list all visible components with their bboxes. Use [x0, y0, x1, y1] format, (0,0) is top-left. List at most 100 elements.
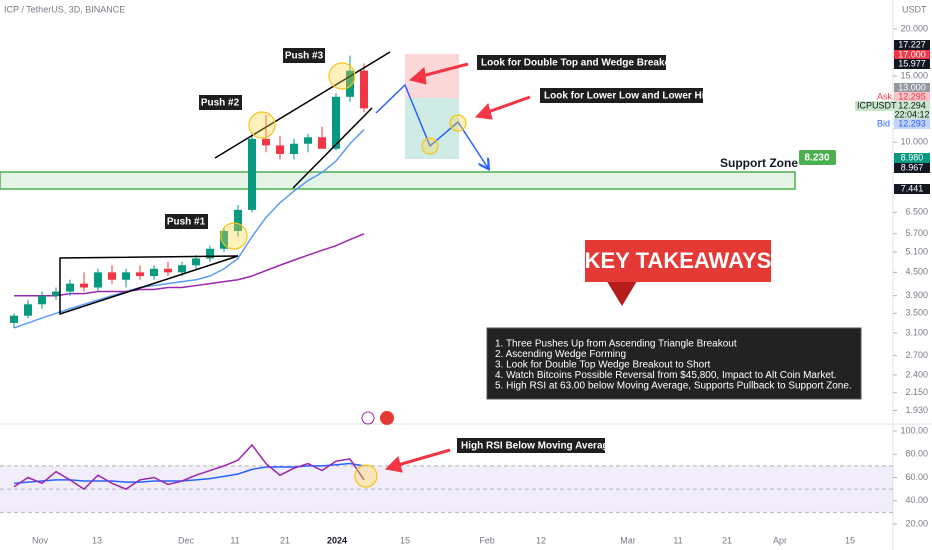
y-tick-label: 2.150	[905, 387, 928, 397]
takeaway: 2. Ascending Wedge Forming	[495, 349, 626, 360]
label-box	[283, 48, 325, 63]
y-tick-label: 5.700	[905, 228, 928, 238]
candle-body	[10, 315, 18, 323]
y-tick-label: 2.700	[905, 350, 928, 360]
banner-text: KEY TAKEAWAYS	[585, 248, 772, 273]
price-tag-label: 8.980	[901, 152, 924, 162]
candle-body	[220, 230, 228, 249]
price-tag	[894, 163, 930, 173]
candle-body	[150, 268, 158, 277]
y-tick-label: 80.00	[905, 449, 928, 459]
candle-body	[290, 143, 298, 154]
y-tick-label: 1.930	[905, 405, 928, 415]
wedge-line	[214, 51, 391, 159]
push-label: Push #1	[167, 217, 206, 228]
candle-body	[318, 137, 326, 149]
price-tag	[894, 40, 930, 50]
arrowhead	[474, 102, 493, 120]
price-tag	[894, 153, 930, 163]
candle-body	[304, 137, 312, 144]
price-tag	[894, 50, 930, 60]
candle-body	[24, 304, 32, 316]
x-tick-label: 21	[722, 535, 732, 545]
support-zone	[0, 171, 796, 190]
x-tick-label: 15	[400, 535, 410, 545]
price-tag	[894, 119, 930, 129]
y-tick-label: 15.000	[900, 70, 928, 80]
push-circle	[328, 62, 356, 90]
currency: USDT	[902, 4, 927, 14]
wedge-line	[292, 107, 373, 189]
x-tick-label: Feb	[479, 535, 495, 545]
candle-body	[192, 258, 200, 266]
y-tick-label: 20.000	[900, 23, 928, 33]
x-tick-label: 13	[92, 535, 102, 545]
price-tag	[894, 184, 930, 194]
y-tick-label: 2.400	[905, 369, 928, 379]
candle-body	[66, 283, 74, 292]
ascending-triangle	[59, 255, 239, 316]
y-tick-label: 60.00	[905, 472, 928, 482]
x-tick-label: Mar	[620, 535, 636, 545]
candle-body	[52, 291, 60, 296]
ask-label: Ask	[877, 91, 893, 101]
candle-body	[164, 268, 172, 273]
price-tag-label: 15.977	[898, 58, 926, 68]
takeaway: 3. Look for Double Top Wedge Breakout to…	[495, 360, 711, 371]
takeaways-box	[486, 327, 862, 400]
price-tag-label: 8.967	[901, 162, 924, 172]
candle-body	[332, 96, 340, 149]
candle-body	[80, 283, 88, 288]
y-tick-label: 100.00	[900, 425, 928, 435]
moving-average	[14, 233, 365, 297]
price-tag	[894, 110, 930, 120]
price-box	[799, 150, 836, 165]
support-label: Support Zone	[720, 156, 798, 170]
y-tick-label: 3.500	[905, 308, 928, 318]
label-box	[165, 214, 208, 229]
support-price: 8.230	[804, 153, 829, 164]
label-box	[477, 55, 666, 70]
arrowhead	[408, 67, 427, 85]
push-label: Push #2	[201, 98, 240, 109]
push-circle	[220, 222, 248, 250]
arrowhead	[384, 456, 403, 473]
symbol-title: ICP / TetherUS, 3D, BINANCE	[4, 4, 125, 14]
candle-body	[108, 272, 116, 280]
y-tick-label: 10.000	[900, 136, 928, 146]
x-tick-label: 11	[230, 535, 239, 545]
x-tick-label: Apr	[773, 535, 787, 545]
annotation: Look for Lower Low and Lower High	[544, 91, 717, 102]
price-tag	[894, 101, 930, 111]
y-tick-label: 40.00	[905, 495, 928, 505]
symbol-box	[855, 101, 893, 111]
pivot-circle	[421, 137, 439, 155]
label-box	[199, 95, 242, 110]
annotation: Look for Double Top and Wedge Breakout	[481, 58, 681, 69]
candle-body	[38, 295, 46, 305]
price-tag	[894, 83, 930, 93]
x-tick-label: Nov	[32, 535, 49, 545]
candle-body	[94, 272, 102, 288]
y-tick-label: 3.100	[905, 328, 928, 338]
candle-body	[262, 138, 270, 146]
candle-body	[178, 265, 186, 273]
candle-body	[276, 145, 284, 154]
candle-body	[248, 138, 256, 210]
takeaway: 1. Three Pushes Up from Ascending Triang…	[495, 339, 737, 350]
push-circle	[248, 111, 276, 139]
y-tick-label: 3.900	[905, 290, 928, 300]
price-tag-label: 12.294	[898, 100, 926, 110]
annotation: High RSI Below Moving Average	[461, 441, 615, 452]
x-tick-label: 2024	[327, 535, 347, 545]
pivot-circle	[449, 114, 467, 132]
arrow	[421, 62, 469, 78]
candle-body	[346, 70, 354, 97]
icon	[361, 411, 375, 425]
candle-body	[136, 272, 144, 277]
risk-box	[405, 54, 459, 98]
candle-body	[234, 209, 242, 231]
price-tag-label: 22:04:12	[894, 109, 929, 119]
rsi-line	[13, 443, 365, 491]
